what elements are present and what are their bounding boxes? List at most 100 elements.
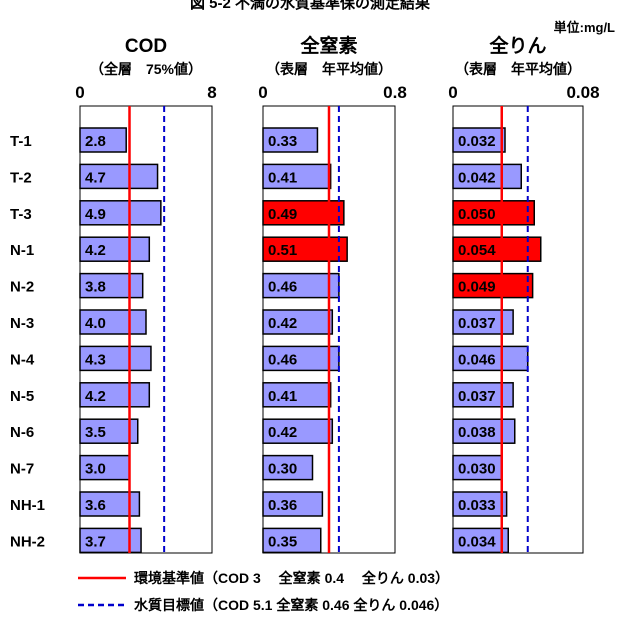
bar-value-label: 3.5 — [85, 424, 106, 441]
legend-target-label: 水質目標値（COD 5.1 全窒素 0.46 全りん 0.046） — [134, 597, 448, 613]
panel-0: COD （全層 75%値） 0 8 2.8 4.7 4.9 4.2 3.8 4.0 4.3 4.2 3.… — [75, 36, 217, 554]
row-label: T-3 — [10, 206, 32, 223]
bar-value-label: 0.42 — [268, 315, 297, 332]
bar — [262, 345, 340, 372]
bar-value-label: 0.33 — [268, 133, 297, 150]
legend-standard-label: 環境基準値（COD 3 全窒素 0.4 全りん 0.03） — [134, 570, 449, 586]
bar — [262, 127, 319, 153]
row-labels: T-1 T-2 T-3 N-1 N-2 N-3 N-4 N-5 N-6 N-7 NH-1 NH-2 — [10, 133, 45, 550]
bar-value-label: 0.51 — [268, 242, 297, 259]
bar-value-label: 0.042 — [458, 169, 496, 186]
bar — [262, 163, 332, 190]
bar-value-label: 0.037 — [458, 315, 496, 332]
bar — [452, 127, 506, 153]
row-label: T-2 — [10, 169, 32, 186]
row-label: T-1 — [10, 133, 32, 150]
panel-title: 全窒素 — [299, 34, 357, 57]
bar-value-label: 0.030 — [458, 461, 496, 478]
bar — [79, 127, 127, 153]
bar-value-label: 4.7 — [85, 169, 106, 186]
bar-value-label: 4.3 — [85, 351, 106, 368]
bar-value-label: 0.41 — [268, 388, 297, 405]
bar — [79, 236, 151, 262]
bar — [262, 200, 345, 226]
legend: 環境基準値（COD 3 全窒素 0.4 全りん 0.03） 水質目標値（COD … — [78, 570, 449, 613]
bar-value-label: 3.7 — [85, 533, 106, 550]
bar-value-label: 0.42 — [268, 424, 297, 441]
bar-value-label: 0.35 — [268, 533, 297, 550]
row-label: N-4 — [10, 351, 35, 368]
bar-value-label: 0.46 — [268, 279, 297, 296]
panel-subtitle: （表層 年平均値） — [266, 61, 392, 77]
bar-value-label: 0.41 — [268, 169, 297, 186]
bar-value-label: 0.033 — [458, 497, 496, 514]
bar-value-label: 0.30 — [268, 461, 297, 478]
bar-value-label: 4.2 — [85, 242, 106, 259]
panel-subtitle: （全層 75%値） — [90, 61, 202, 77]
bar-value-label: 4.0 — [85, 315, 106, 332]
bar — [262, 236, 348, 262]
bar — [452, 491, 508, 517]
bar-value-label: 3.0 — [85, 461, 106, 478]
bar — [452, 272, 534, 299]
bar-value-label: 0.034 — [458, 533, 496, 550]
chart-panels: COD （全層 75%値） 0 8 2.8 4.7 4.9 4.2 3.8 4.0 4.3 4.2 3.… — [75, 34, 600, 554]
bar — [452, 236, 542, 262]
row-label: N-3 — [10, 315, 34, 332]
unit-label: 単位:mg/L — [554, 20, 615, 35]
bar — [79, 382, 151, 408]
bar-value-label: 0.46 — [268, 351, 297, 368]
bar — [262, 272, 340, 299]
bar-value-label: 0.49 — [268, 206, 297, 223]
bar — [262, 527, 322, 554]
panel-2: 全りん （表層 年平均値） 0 0.08 0.032 0.042 0.050 0.054 0.0… — [448, 34, 600, 554]
bar-value-label: 0.032 — [458, 133, 496, 150]
x-tick-label: 0.8 — [383, 83, 407, 102]
bar — [452, 527, 509, 554]
bar-value-label: 2.8 — [85, 133, 106, 150]
bar — [79, 527, 142, 554]
bar — [452, 309, 514, 335]
bar — [262, 418, 334, 444]
bar — [262, 382, 332, 408]
x-tick-label: 8 — [207, 83, 216, 102]
row-label: N-6 — [10, 424, 34, 441]
bar-value-label: 0.049 — [458, 279, 496, 296]
row-label: N-5 — [10, 388, 34, 405]
row-label: NH-1 — [10, 497, 45, 514]
row-label: N-2 — [10, 279, 34, 296]
bar-value-label: 0.050 — [458, 206, 496, 223]
bar — [79, 418, 139, 444]
bar — [452, 418, 516, 444]
row-label: N-1 — [10, 242, 34, 259]
figure-title: 図 5-2 不満の水質基準保の測定結果 — [190, 0, 431, 12]
bar — [262, 309, 334, 335]
bar-value-label: 4.2 — [85, 388, 106, 405]
x-tick-label: 0 — [75, 83, 84, 102]
x-tick-label: 0 — [448, 83, 457, 102]
bar-value-label: 3.6 — [85, 497, 106, 514]
bar — [79, 345, 152, 372]
bar — [79, 163, 159, 190]
bar-value-label: 0.038 — [458, 424, 496, 441]
bar — [79, 272, 144, 299]
x-tick-label: 0.08 — [566, 83, 599, 102]
bar — [262, 454, 314, 481]
panel-title: 全りん — [488, 34, 546, 57]
panel-title: COD — [125, 36, 167, 57]
row-label: N-7 — [10, 461, 34, 478]
row-label: NH-2 — [10, 533, 45, 550]
bar-value-label: 0.054 — [458, 242, 496, 259]
bar — [452, 200, 535, 226]
bar — [452, 163, 522, 190]
bar — [79, 200, 162, 226]
bar-value-label: 0.36 — [268, 497, 297, 514]
bar-value-label: 0.046 — [458, 351, 496, 368]
x-tick-label: 0 — [258, 83, 267, 102]
bar-value-label: 3.8 — [85, 279, 106, 296]
bar-value-label: 4.9 — [85, 206, 106, 223]
bar — [452, 382, 514, 408]
bar — [262, 491, 324, 517]
panel-1: 全窒素 （表層 年平均値） 0 0.8 0.33 0.41 0.49 0.51 0.46 0.42… — [258, 34, 407, 554]
